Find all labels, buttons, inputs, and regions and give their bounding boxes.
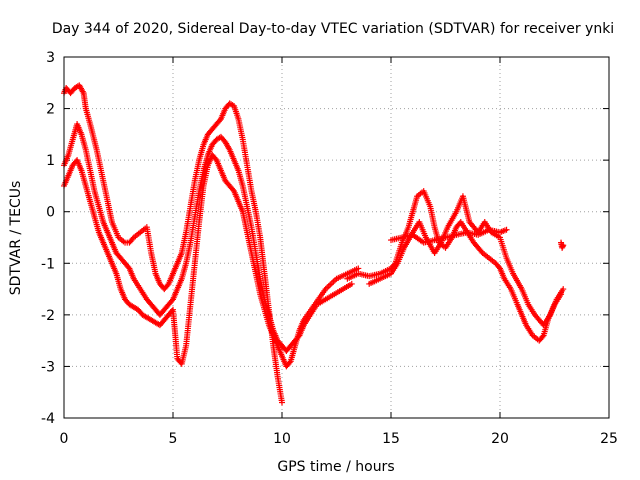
data-point [539, 333, 546, 340]
x-tick-label: 20 [491, 431, 509, 447]
data-point [355, 265, 362, 272]
x-axis-label: GPS time / hours [277, 459, 394, 475]
data-point [279, 399, 285, 406]
data-point [560, 242, 567, 249]
series-3 [61, 151, 362, 370]
data-point [216, 117, 223, 124]
data-point [125, 264, 132, 271]
data-point [348, 280, 355, 287]
y-tick-label: 1 [46, 153, 55, 169]
data-point [168, 297, 175, 304]
tick-labels: 0 5 10 15 20 25 -4 -3 -2 -1 0 1 2 3 [41, 50, 618, 447]
grid-lines [64, 57, 609, 418]
x-tick-label: 25 [600, 431, 618, 447]
series-6 [388, 226, 510, 246]
data-point [164, 282, 171, 289]
y-tick-label: -2 [41, 308, 55, 324]
x-tick-label: 15 [382, 431, 400, 447]
plot-frame [63, 56, 610, 419]
y-axis-label: SDTVAR / TECUs [8, 181, 24, 296]
y-tick-label: -1 [41, 256, 55, 272]
data-point [212, 155, 219, 162]
x-tick-label: 0 [60, 431, 69, 447]
y-tick-label: 2 [46, 102, 55, 118]
data-points [61, 82, 567, 406]
series-7 [558, 239, 567, 251]
data-point [503, 226, 510, 233]
y-tick-label: -3 [41, 359, 55, 375]
y-tick-label: -4 [41, 411, 55, 427]
y-tick-label: 0 [46, 205, 55, 221]
data-point [286, 359, 293, 366]
data-point [495, 264, 502, 271]
series-1 [61, 82, 285, 406]
series-2 [61, 121, 355, 354]
data-point [229, 186, 236, 193]
x-tick-label: 5 [169, 431, 178, 447]
y-tick-label: 3 [46, 50, 55, 66]
data-point [560, 286, 567, 293]
x-tick-label: 10 [273, 431, 291, 447]
chart-title: Day 344 of 2020, Sidereal Day-to-day VTE… [52, 21, 614, 37]
